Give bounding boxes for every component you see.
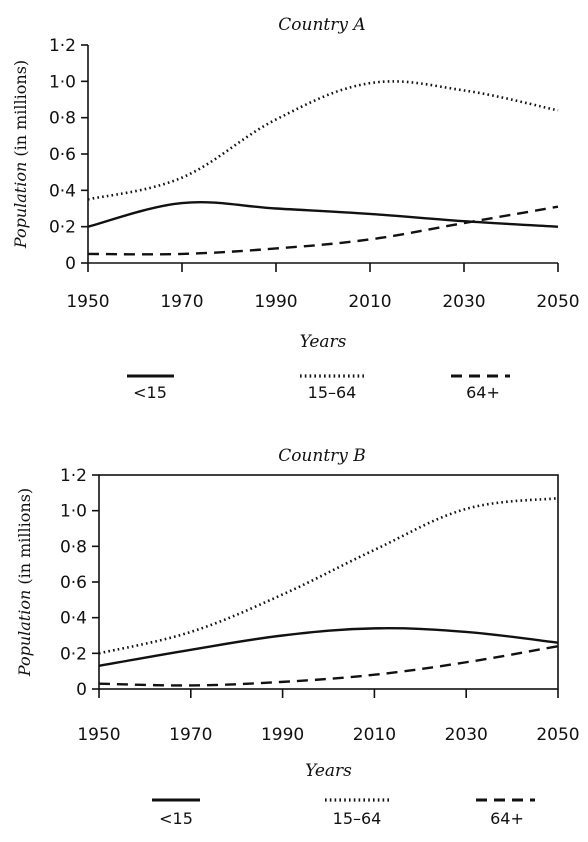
chart-panel-a: Country A 0 0·2 0·4 0·6 0·8 1·0 1·2 1950 1970 1990…: [11, 15, 580, 402]
legend-label: <15: [159, 809, 193, 828]
y-tick-label: 0: [65, 254, 76, 274]
x-tick-label: 1970: [160, 292, 203, 312]
legend-label: 64+: [466, 383, 500, 402]
chart-panel-b: Country B 0 0·2 0·4 0·6 0·8 1·0 1·2 1950 1970 1990…: [15, 446, 580, 828]
legend-label: 15–64: [333, 809, 382, 828]
y-tick-label: 1·0: [49, 72, 76, 92]
x-axis-label: Years: [305, 761, 352, 781]
y-axis-label-italic: Population: [11, 162, 30, 249]
y-tick-label: 1·2: [60, 466, 87, 486]
x-tick-label: 1990: [254, 292, 297, 312]
y-tick-label: 0·8: [49, 109, 76, 129]
series-line-solid: [87, 200, 559, 228]
x-tick-label: 1990: [261, 725, 304, 745]
y-axis-label-unit: (in millions): [15, 488, 34, 590]
y-tick-label: 0·4: [49, 181, 76, 201]
y-tick-label: 0·2: [49, 218, 76, 238]
y-tick-label: 0·2: [60, 644, 87, 664]
y-axis-label-unit: (in millions): [11, 60, 30, 162]
y-axis-label: Population (in millions): [15, 488, 34, 677]
plot-frame: [98, 474, 559, 690]
series-line-dotted: [98, 496, 559, 655]
chart-title: Country B: [278, 446, 366, 466]
legend-label: 64+: [490, 809, 524, 828]
y-tick-label: 0·6: [49, 145, 76, 165]
series-line-dashed: [87, 205, 559, 256]
series-line-dotted: [87, 80, 559, 201]
legend-label: 15–64: [308, 383, 357, 402]
x-tick-label: 2030: [445, 725, 488, 745]
chart-title: Country A: [278, 15, 365, 35]
y-tick-label: 0·8: [60, 537, 87, 557]
series-line-dashed: [98, 645, 559, 687]
series-line-solid: [98, 627, 559, 668]
legend-label: <15: [133, 383, 167, 402]
y-axis-label: Population (in millions): [11, 60, 30, 249]
y-tick-label: 0: [76, 680, 87, 700]
x-tick-label: 2050: [536, 292, 579, 312]
x-tick-label: 2010: [348, 292, 391, 312]
y-tick-label: 0·4: [60, 609, 87, 629]
x-tick-label: 2030: [442, 292, 485, 312]
x-tick-label: 2010: [353, 725, 396, 745]
x-tick-label: 2050: [536, 725, 579, 745]
y-tick-label: 1·0: [60, 502, 87, 522]
x-axis-label: Years: [300, 332, 347, 352]
x-tick-label: 1970: [169, 725, 212, 745]
y-axis-label-italic: Population: [15, 590, 34, 677]
y-tick-label: 1·2: [49, 36, 76, 56]
x-tick-label: 1950: [77, 725, 120, 745]
x-tick-label: 1950: [66, 292, 109, 312]
y-tick-label: 0·6: [60, 573, 87, 593]
